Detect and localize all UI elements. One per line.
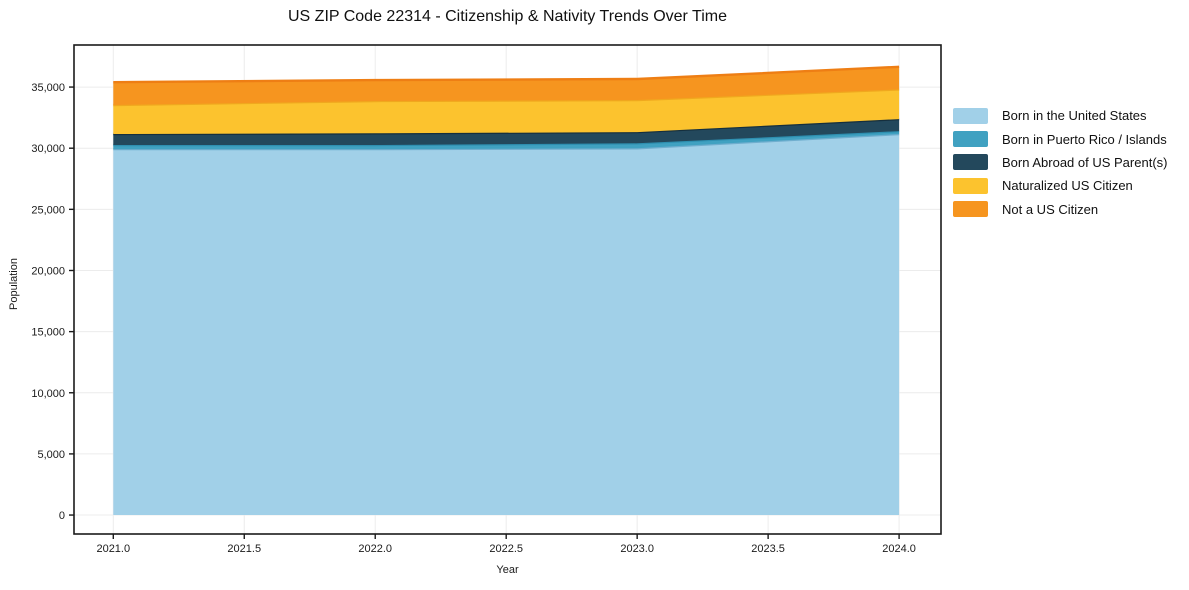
legend-swatch-born-us xyxy=(953,107,988,124)
y-tick-label: 5,000 xyxy=(37,449,65,461)
legend-label: Born in the United States xyxy=(1002,108,1147,124)
x-tick-label: 2023.0 xyxy=(620,543,654,555)
x-tick-label: 2022.0 xyxy=(358,543,392,555)
legend-swatch-puerto-rico xyxy=(953,131,988,148)
legend-item: Naturalized US Citizen xyxy=(953,174,1167,197)
x-tick-label: 2021.5 xyxy=(227,543,261,555)
legend-item: Born in the United States xyxy=(953,104,1167,127)
legend-swatch-not-citizen xyxy=(953,201,988,218)
x-tick-label: 2024.0 xyxy=(882,543,916,555)
legend-swatch-naturalized xyxy=(953,177,988,194)
y-tick-label: 10,000 xyxy=(31,388,65,400)
area-born-in-the-united-states xyxy=(113,134,900,515)
y-tick-label: 25,000 xyxy=(31,204,65,216)
legend: Born in the United States Born in Puerto… xyxy=(953,104,1167,221)
x-tick-label: 2023.5 xyxy=(751,543,785,555)
plot-frame xyxy=(73,44,942,535)
area-naturalized-us-citizen xyxy=(113,89,900,134)
legend-label: Not a US Citizen xyxy=(1002,201,1099,217)
chart-title: US ZIP Code 22314 - Citizenship & Nativi… xyxy=(288,8,727,25)
y-tick-label: 20,000 xyxy=(31,265,65,277)
x-axis-label: Year xyxy=(496,564,519,576)
area-edge-not-a-us-citizen xyxy=(113,65,900,84)
legend-label: Born Abroad of US Parent(s) xyxy=(1002,154,1168,170)
x-tick-label: 2022.5 xyxy=(489,543,523,555)
legend-label: Naturalized US Citizen xyxy=(1002,178,1133,194)
y-tick-label: 30,000 xyxy=(31,143,65,155)
y-tick-label: 35,000 xyxy=(31,82,65,94)
area-born-abroad-of-us-parent-s xyxy=(113,119,900,145)
y-tick-label: 15,000 xyxy=(31,327,65,339)
area-born-in-puerto-rico-islands xyxy=(113,131,900,150)
legend-item: Not a US Citizen xyxy=(953,198,1167,221)
legend-label: Born in Puerto Rico / Islands xyxy=(1002,131,1167,147)
legend-item: Born Abroad of US Parent(s) xyxy=(953,151,1167,174)
y-tick-label: 0 xyxy=(59,510,65,522)
legend-item: Born in Puerto Rico / Islands xyxy=(953,127,1167,150)
legend-swatch-born-abroad xyxy=(953,154,988,171)
x-tick-label: 2021.0 xyxy=(96,543,130,555)
y-axis-label: Population xyxy=(8,258,20,310)
